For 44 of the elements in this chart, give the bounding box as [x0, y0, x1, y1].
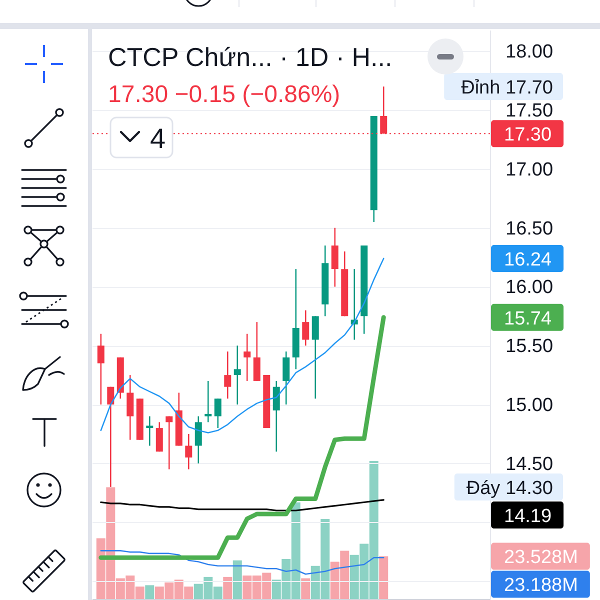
text: 15.74: [504, 308, 552, 330]
bar: [379, 556, 388, 599]
y-tick-label: 16.50: [506, 218, 554, 240]
candlestick: [194, 416, 202, 464]
text: Đỉnh 17.70: [461, 78, 553, 99]
annotation: 4: [150, 123, 166, 154]
text: Đáy 14.30: [466, 478, 553, 499]
y-tick-label: 18.00: [506, 42, 554, 63]
candlestick: [312, 316, 319, 400]
candlestick: [331, 227, 338, 288]
candlestick: [166, 416, 173, 470]
candlestick: [126, 374, 134, 440]
text: CTCP Chứn... · 1D · H...: [108, 42, 392, 72]
line-series: [100, 499, 384, 512]
candlestick: [224, 350, 232, 400]
candlestick: [253, 321, 260, 382]
y-tick-label: 17.00: [506, 159, 554, 180]
bar: [223, 576, 232, 599]
text: 17.30 −0.15 (−0.86%): [108, 81, 340, 108]
y-tick-label: 14.50: [506, 454, 554, 475]
candlestick: [156, 422, 163, 452]
y-tick-label: 15.00: [506, 395, 554, 416]
candlestick: [234, 344, 241, 406]
text: 16.24: [504, 249, 552, 270]
y-tick-label: 17.50: [506, 100, 554, 122]
bar: [145, 585, 154, 599]
candlestick: [272, 380, 280, 452]
y-tick-label: 16.00: [506, 277, 554, 298]
text: 14.19: [504, 506, 552, 527]
bar: [232, 560, 242, 599]
y-tick-label: 15.50: [506, 336, 554, 358]
candlestick: [146, 416, 154, 446]
text: 23.528M: [504, 547, 578, 568]
ref-line-label: 17.30: [504, 124, 552, 146]
bar: [301, 578, 310, 599]
candlestick: [282, 350, 290, 406]
text: 23.188M: [504, 575, 578, 596]
candlestick: [97, 333, 104, 406]
candlestick: [204, 380, 212, 423]
candlestick: [185, 433, 192, 470]
candlestick: [302, 310, 310, 346]
line-series: [98, 315, 386, 560]
candlestick: [214, 398, 222, 429]
candlestick: [244, 333, 251, 382]
